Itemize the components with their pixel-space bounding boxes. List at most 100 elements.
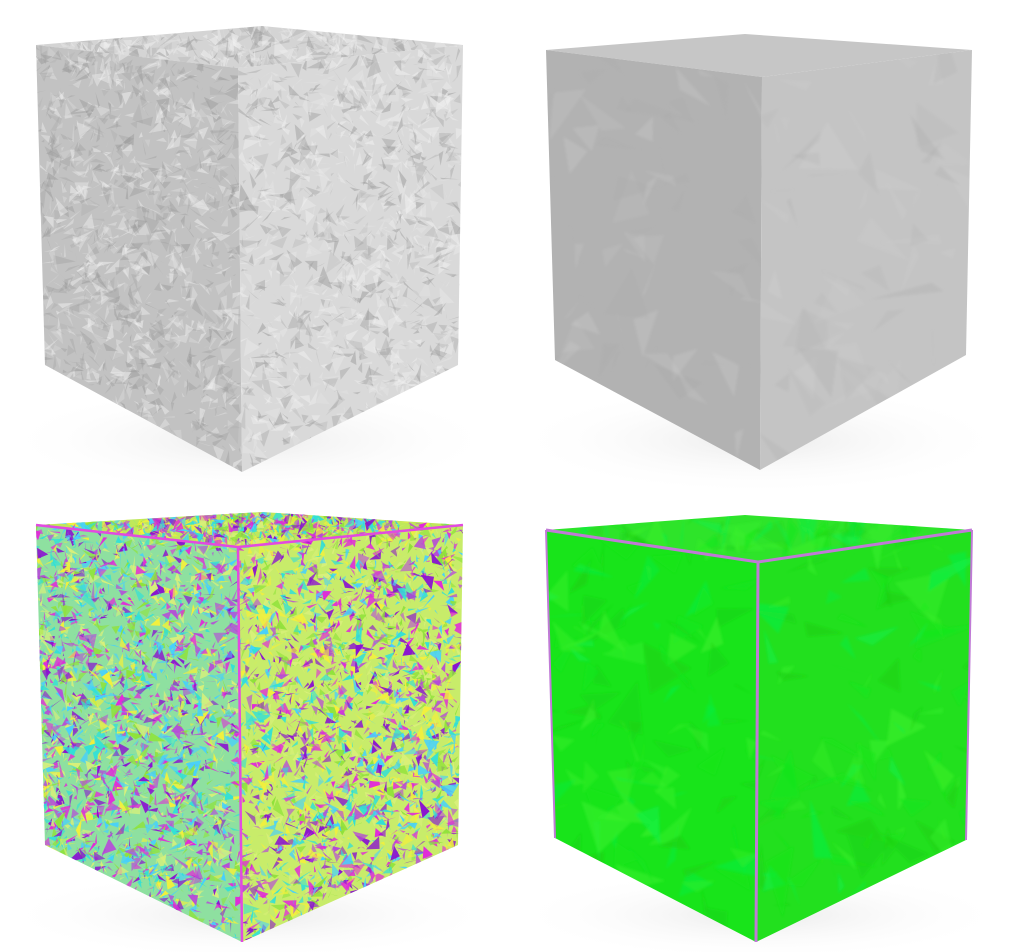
surface-facet	[197, 252, 199, 266]
surface-facet	[117, 215, 137, 237]
surface-facet	[414, 310, 424, 316]
surface-facet	[330, 522, 339, 527]
surface-facet	[409, 340, 423, 350]
surface-facet	[238, 262, 257, 265]
surface-facet	[335, 203, 345, 220]
surface-facet	[174, 859, 179, 866]
surface-facet	[205, 191, 215, 200]
surface-facet	[271, 426, 278, 433]
surface-facet	[221, 823, 231, 828]
surface-facet	[136, 659, 142, 661]
surface-facet	[171, 391, 177, 405]
surface-facet	[155, 399, 162, 411]
surface-facet	[77, 736, 86, 742]
surface-facet	[388, 519, 393, 526]
surface-facet	[47, 65, 51, 70]
surface-facet	[186, 378, 189, 396]
surface-facet	[344, 517, 355, 528]
surface-facet	[244, 45, 246, 49]
surface-facet	[432, 258, 445, 268]
surface-facet	[79, 235, 89, 253]
surface-facet	[168, 244, 178, 254]
surface-facet	[163, 87, 172, 94]
surface-facet	[221, 118, 234, 129]
surface-facet	[384, 193, 394, 203]
surface-facet	[266, 227, 283, 236]
surface-facet	[173, 331, 180, 339]
surface-facet	[46, 646, 54, 654]
surface-facet	[307, 342, 318, 351]
surface-facet	[399, 161, 403, 181]
surface-facet	[62, 218, 75, 230]
surface-facet	[207, 405, 223, 410]
surface-facet	[411, 71, 419, 77]
surface-facet	[42, 348, 55, 351]
surface-facet	[858, 185, 868, 212]
surface-facet	[93, 168, 108, 173]
surface-facet	[143, 602, 154, 607]
surface-facet	[127, 349, 135, 360]
surface-facet	[125, 361, 136, 368]
surface-facet	[76, 41, 82, 51]
surface-facet	[869, 282, 944, 300]
surface-facet	[221, 372, 242, 387]
surface-facet	[230, 189, 236, 198]
surface-facet	[214, 602, 226, 617]
surface-facet	[43, 697, 51, 708]
surface-facet	[47, 598, 55, 603]
surface-facet	[54, 241, 58, 246]
surface-facet	[83, 228, 91, 232]
surface-facet	[113, 862, 120, 871]
surface-facet	[228, 728, 240, 734]
surface-facet	[425, 112, 430, 121]
surface-facet	[216, 137, 225, 147]
surface-facet	[176, 38, 189, 44]
surface-facet	[70, 598, 82, 601]
surface-facet	[128, 383, 139, 390]
surface-facet	[429, 333, 446, 338]
surface-facet	[144, 332, 152, 346]
surface-facet	[70, 161, 76, 169]
surface-facet	[301, 414, 309, 423]
surface-facet	[252, 48, 269, 54]
surface-facet	[123, 265, 127, 267]
surface-facet	[223, 55, 228, 68]
surface-facet	[359, 352, 369, 361]
surface-facet	[77, 782, 80, 786]
surface-facet	[201, 422, 217, 437]
surface-facet	[414, 161, 428, 184]
surface-facet	[162, 517, 170, 525]
surface-facet	[41, 104, 48, 111]
surface-facet	[134, 273, 144, 282]
surface-facet	[141, 413, 155, 417]
surface-facet	[357, 310, 365, 322]
surface-facet	[370, 382, 380, 390]
surface-facet	[51, 730, 62, 742]
surface-facet	[167, 268, 183, 276]
surface-facet	[77, 184, 89, 202]
surface-facet	[82, 43, 88, 53]
surface-facet	[44, 808, 55, 814]
surface-facet	[243, 431, 251, 441]
surface-facet	[185, 876, 197, 882]
surface-facet	[212, 820, 221, 835]
surface-facet	[300, 514, 308, 519]
surface-facet	[118, 317, 137, 323]
surface-facet	[195, 116, 202, 128]
surface-facet	[139, 799, 152, 814]
surface-facet	[71, 148, 83, 160]
surface-facet	[151, 643, 154, 654]
surface-facet	[50, 258, 53, 269]
surface-facet	[264, 530, 269, 533]
surface-facet	[279, 384, 289, 398]
surface-facet	[54, 329, 65, 335]
surface-facet	[252, 317, 261, 319]
surface-facet	[202, 161, 204, 168]
surface-facet	[109, 669, 115, 675]
surface-facet	[117, 841, 124, 847]
surface-facet	[176, 310, 187, 317]
surface-facet	[450, 164, 456, 180]
surface-facet	[261, 162, 268, 180]
surface-facet	[99, 179, 111, 188]
